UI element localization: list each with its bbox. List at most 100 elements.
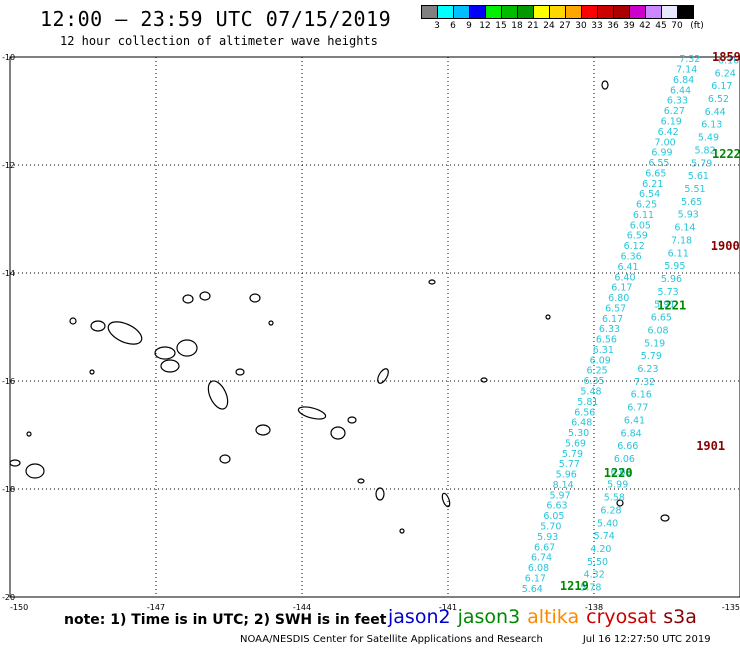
legend-label: 33 (591, 21, 603, 31)
wave-height-label: 6.66 (617, 441, 638, 452)
legend-label: 30 (575, 21, 587, 31)
map-grid (10, 57, 740, 597)
wave-height-label: 4.20 (590, 544, 611, 555)
wave-height-label: 6.11 (668, 248, 689, 259)
pass-time-label: 1859 (712, 50, 740, 64)
x-tick-label: -144 (293, 603, 311, 612)
island-outline (25, 463, 45, 479)
legend-swatch (677, 5, 694, 19)
wave-height-label: 7.32 (634, 377, 655, 388)
wave-height-label: 5.19 (644, 338, 665, 349)
wave-height-label: 6.63 (546, 501, 567, 512)
wave-height-label: 6.74 (531, 553, 552, 564)
x-tick-label: -147 (147, 603, 165, 612)
pass-time-label: 1222 (712, 147, 740, 161)
island-outline (219, 454, 231, 464)
wave-height-label: 6.54 (639, 189, 660, 200)
legend-label: 21 (527, 21, 539, 31)
legend-label: 45 (655, 21, 667, 31)
legend-label: 70 (671, 21, 683, 31)
island-outline (660, 514, 670, 522)
wave-height-label: 5.58 (604, 493, 625, 504)
credit-text: NOAA/NESDIS Center for Satellite Applica… (240, 634, 543, 645)
map-title: 12:00 – 23:59 UTC 07/15/2019 (40, 7, 392, 31)
y-tick-label: -12 (2, 161, 15, 170)
wave-height-label: 5.77 (559, 459, 580, 470)
island-outline (235, 368, 245, 376)
wave-height-label: 6.35 (583, 376, 604, 387)
x-tick-label: -150 (10, 603, 28, 612)
wave-height-label: 5.51 (684, 184, 705, 195)
island-outline (480, 377, 488, 383)
wave-height-label: 6.77 (627, 403, 648, 414)
wave-height-label: 5.78 (580, 583, 601, 594)
y-tick-label: -20 (2, 593, 15, 602)
island-outline (199, 291, 211, 301)
legend-label: 15 (495, 21, 507, 31)
island-outline (357, 478, 365, 484)
wave-height-label: 6.12 (624, 241, 645, 252)
pass-time-label: 1220 (604, 466, 633, 480)
island-outline (545, 314, 551, 320)
legend-label: 12 (479, 21, 491, 31)
color-scale-legend (421, 5, 694, 19)
wave-height-label: 6.33 (667, 96, 688, 107)
wave-height-label: 6.08 (528, 563, 549, 574)
generated-timestamp: Jul 16 12:27:50 UTC 2019 (582, 634, 711, 645)
map-frame (9, 56, 740, 598)
wave-height-label: 8.14 (553, 480, 574, 491)
island-outline (616, 499, 624, 507)
y-tick-label: -16 (2, 377, 15, 386)
wave-height-label: 6.17 (611, 283, 632, 294)
wave-height-label: 5.93 (678, 210, 699, 221)
wave-height-label: 5.40 (597, 518, 618, 529)
wave-height-label: 4.32 (584, 570, 605, 581)
wave-height-label: 6.59 (627, 231, 648, 242)
wave-height-label: 6.57 (605, 303, 626, 314)
wave-height-label: 6.84 (621, 428, 642, 439)
wave-height-label: 5.49 (698, 133, 719, 144)
island-outline (69, 317, 77, 325)
wave-height-label: 6.11 (633, 210, 654, 221)
credit-line: NOAA/NESDIS Center for Satellite Applica… (240, 634, 711, 645)
legend-label: 24 (543, 21, 555, 31)
wave-height-label: 7.14 (676, 65, 697, 76)
wave-height-label: 5.99 (607, 480, 628, 491)
x-tick-label: -141 (439, 603, 457, 612)
legend-label: (ft) (690, 21, 704, 31)
island-outline (107, 321, 143, 345)
wave-height-label: 5.79 (562, 449, 583, 460)
map-subtitle: 12 hour collection of altimeter wave hei… (60, 34, 378, 48)
wave-height-label: 6.05 (543, 511, 564, 522)
legend-label: 18 (511, 21, 523, 31)
wave-height-label: 5.91 (654, 300, 675, 311)
satellite-name: s3a (663, 606, 697, 628)
wave-height-label: 6.16 (718, 55, 739, 66)
island-outline (26, 431, 32, 437)
wave-height-label: 5.96 (556, 470, 577, 481)
wave-height-label: 6.33 (599, 324, 620, 335)
wave-height-label: 6.25 (636, 200, 657, 211)
island-outline (297, 406, 327, 420)
island-outline (154, 346, 176, 360)
color-scale-labels: 3 6 9 12 15 18 21 24 27 30 33 36 39 42 45 70 (ft) (421, 21, 740, 33)
wave-height-label: 6.08 (647, 325, 668, 336)
wave-height-label: 6.27 (664, 106, 685, 117)
map-ticks: -150 -147 -144 -141 -138 -135 -10 -12 -14 -16 -18 -… (2, 53, 740, 612)
wave-height-label: 5.61 (688, 171, 709, 182)
island-outline (182, 294, 194, 304)
wave-height-label: 6.65 (651, 313, 672, 324)
wave-height-label: 6.68 (610, 467, 631, 478)
pass-time-label: 1901 (696, 439, 725, 453)
wave-height-label: 6.28 (600, 505, 621, 516)
wave-height-label: 5.30 (568, 428, 589, 439)
wave-height-label: 5.74 (594, 531, 615, 542)
wave-height-label: 6.06 (614, 454, 635, 465)
wave-height-label: 6.84 (673, 75, 694, 86)
wave-height-label: 6.56 (596, 335, 617, 346)
satellite-legend: jason2 jason3 altika cryosat s3a (388, 606, 704, 628)
wave-height-label: 5.97 (549, 490, 570, 501)
wave-height-label: 5.48 (580, 387, 601, 398)
island-outline (399, 528, 405, 534)
wave-height-label: 7.18 (671, 235, 692, 246)
